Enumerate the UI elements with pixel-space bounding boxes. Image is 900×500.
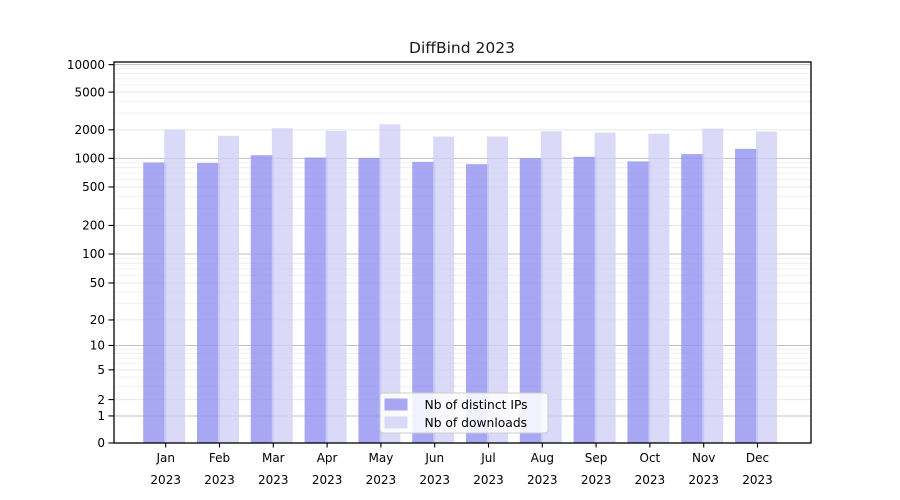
bar-downloads-may [379, 124, 401, 444]
x-axis: Jan 2023 Feb 2023 Mar 2023 Apr 2023 May 2023 Jun 20… [150, 443, 773, 487]
bar-downloads-jul [487, 136, 508, 444]
bar-downloads-apr [325, 130, 347, 443]
legend-swatch-downloads [384, 416, 408, 429]
x-tick-label-month-may: May [368, 451, 393, 465]
y-tick-label-5000: 5000 [74, 85, 105, 99]
x-tick-label-month-oct: Oct [640, 451, 661, 465]
bar-downloads-dec [756, 131, 777, 443]
plot-frame [113, 61, 812, 444]
bar-downloads-aug [540, 131, 562, 443]
bar-ips-nov [681, 154, 705, 443]
x-tick-label-year-dec: 2023 [742, 473, 773, 487]
y-tick-label-10: 10 [90, 339, 105, 353]
x-tick-label-year-mar: 2023 [258, 473, 289, 487]
x-tick-label-month-nov: Nov [692, 451, 715, 465]
x-tick-label-year-jul: 2023 [473, 473, 504, 487]
x-tick-label-year-nov: 2023 [688, 473, 719, 487]
bar-downloads-nov [702, 128, 724, 444]
y-tick-label-5: 5 [97, 363, 105, 377]
legend-label-downloads: Nb of downloads [425, 416, 528, 430]
bar-ips-apr [304, 157, 328, 443]
y-tick-label-100: 100 [82, 247, 105, 261]
bar-downloads-jun [433, 136, 455, 444]
bar-downloads-feb [218, 135, 239, 443]
bar-downloads-oct [648, 133, 670, 443]
bar-ips-sep [573, 156, 597, 443]
x-tick-label-month-jan: Jan [155, 451, 175, 465]
y-tick-label-200: 200 [82, 219, 105, 233]
legend: Nb of distinct IPs Nb of downloads [379, 392, 549, 434]
bar-ips-feb [197, 162, 220, 443]
x-tick-label-year-sep: 2023 [581, 473, 612, 487]
bar-ips-dec [735, 148, 758, 443]
x-tick-label-year-oct: 2023 [635, 473, 666, 487]
bar-ips-jun [412, 161, 436, 443]
y-tick-label-20: 20 [90, 313, 105, 327]
x-tick-label-month-dec: Dec [746, 451, 769, 465]
y-tick-label-1: 1 [97, 409, 105, 423]
x-tick-label-year-jan: 2023 [150, 473, 181, 487]
y-tick-label-2000: 2000 [74, 123, 105, 137]
x-tick-label-month-sep: Sep [585, 451, 608, 465]
x-tick-label-year-aug: 2023 [527, 473, 558, 487]
x-tick-label-month-mar: Mar [262, 451, 285, 465]
x-tick-label-month-jun: Jun [424, 451, 444, 465]
bar-downloads-sep [594, 132, 616, 443]
legend-box [379, 392, 549, 434]
bar-ips-oct [627, 161, 651, 443]
bar-downloads-jan [164, 129, 186, 444]
x-tick-label-year-apr: 2023 [312, 473, 343, 487]
bar-downloads-mar [271, 128, 293, 443]
y-tick-label-500: 500 [82, 180, 105, 194]
x-tick-label-month-feb: Feb [209, 451, 230, 465]
bar-ips-jan [143, 162, 167, 443]
y-tick-label-0: 0 [97, 436, 105, 450]
bar-ips-mar [250, 155, 274, 443]
y-tick-label-1000: 1000 [74, 152, 105, 166]
legend-swatch-distinct-ips [384, 398, 408, 411]
x-tick-label-year-jun: 2023 [419, 473, 450, 487]
bar-ips-may [358, 157, 382, 444]
x-tick-label-month-aug: Aug [531, 451, 554, 465]
x-tick-label-year-may: 2023 [366, 473, 397, 487]
legend-label-distinct-ips: Nb of distinct IPs [425, 398, 528, 412]
bar-ips-jul [466, 164, 489, 443]
bar-ips-aug [519, 158, 543, 444]
bars [143, 124, 777, 444]
x-tick-label-month-jul: Jul [480, 451, 495, 465]
y-tick-label-2: 2 [97, 393, 105, 407]
y-tick-label-10000: 10000 [67, 58, 105, 72]
y-tick-label-50: 50 [90, 276, 105, 290]
x-tick-label-month-apr: Apr [317, 451, 338, 465]
chart-title: DiffBind 2023 [409, 39, 515, 57]
x-tick-label-year-feb: 2023 [204, 473, 235, 487]
